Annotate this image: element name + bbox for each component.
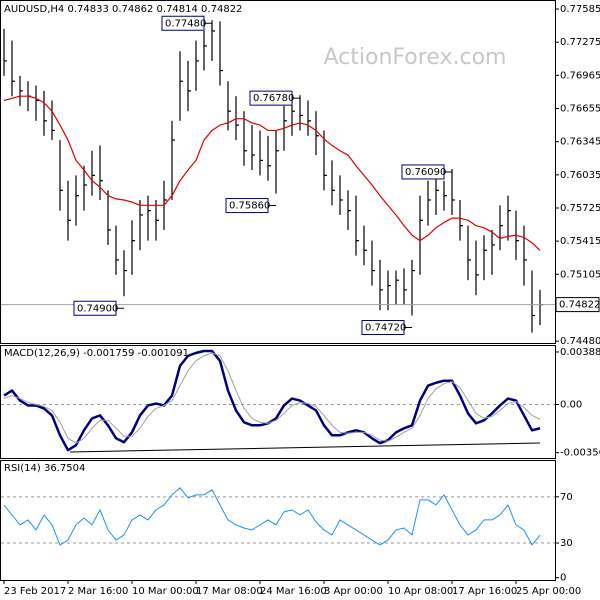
- y-tick-label: 0.76035: [560, 170, 600, 181]
- y-tick-label: 0.003888: [560, 347, 600, 358]
- annotation-label: 0.74720: [365, 323, 406, 334]
- y-tick-label: 70: [560, 492, 573, 503]
- y-tick-label: 0.76655: [560, 104, 600, 115]
- y-tick-label: 0.75415: [560, 236, 600, 247]
- y-tick-label: 0.00: [560, 399, 582, 410]
- x-tick-label: 2 Mar 16:00: [68, 586, 128, 597]
- series-line: [3, 487, 541, 546]
- y-tick-label: 0.77275: [560, 37, 600, 48]
- annotation-label: 0.76090: [405, 167, 446, 178]
- y-tick-label: 0.77585: [560, 4, 600, 15]
- x-tick-label: 17 Mar 08:00: [196, 586, 263, 597]
- y-tick-label: 0.75725: [560, 203, 600, 214]
- y-tick-label: 0.74480: [560, 336, 600, 347]
- y-tick-label: 0.76965: [560, 70, 600, 81]
- macd-header: MACD(12,26,9) -0.001759 -0.001091: [4, 348, 189, 359]
- trend-line: [69, 442, 541, 453]
- price-panel-frame: [0, 0, 556, 344]
- y-tick-label: 0.75105: [560, 269, 600, 280]
- x-tick-label: 17 Apr 16:00: [452, 586, 517, 597]
- x-tick-label: 23 Feb 2017: [4, 586, 66, 597]
- annotation-box: [361, 320, 405, 336]
- last-price-label: 0.74822: [559, 300, 600, 311]
- moving-average: [3, 95, 541, 251]
- x-tick-label: 24 Mar 16:00: [260, 586, 327, 597]
- annotation-box: [161, 15, 205, 31]
- x-tick-label: 10 Mar 00:00: [132, 586, 199, 597]
- annotation-label: 0.74900: [77, 303, 118, 314]
- price-header: AUDUSD,H4 0.74833 0.74862 0.74814 0.7482…: [4, 4, 242, 15]
- rsi-header: RSI(14) 36.7504: [4, 463, 85, 474]
- annotation-label: 0.75860: [229, 201, 270, 212]
- rsi-panel-frame: [0, 460, 556, 581]
- annotation-label: 0.77480: [165, 18, 206, 29]
- x-tick-label: 3 Apr 00:00: [324, 586, 383, 597]
- series-line: [3, 349, 541, 452]
- y-tick-label: 0: [560, 573, 566, 584]
- annotation-box: [401, 164, 445, 180]
- annotation-box: [249, 90, 293, 106]
- annotation-box: [225, 198, 269, 214]
- y-tick-label: 30: [560, 538, 573, 549]
- macd-panel-frame: [0, 345, 556, 459]
- y-tick-label: -0.003564: [560, 448, 600, 459]
- annotation-box: [73, 300, 117, 316]
- x-tick-label: 10 Apr 08:00: [388, 586, 453, 597]
- last-price-box: [555, 297, 600, 313]
- annotation-label: 0.76780: [253, 93, 294, 104]
- y-tick-label: 0.76345: [560, 137, 600, 148]
- watermark: ActionForex.com: [324, 45, 507, 70]
- series-line: [3, 352, 541, 444]
- x-tick-label: 25 Apr 00:00: [516, 586, 581, 597]
